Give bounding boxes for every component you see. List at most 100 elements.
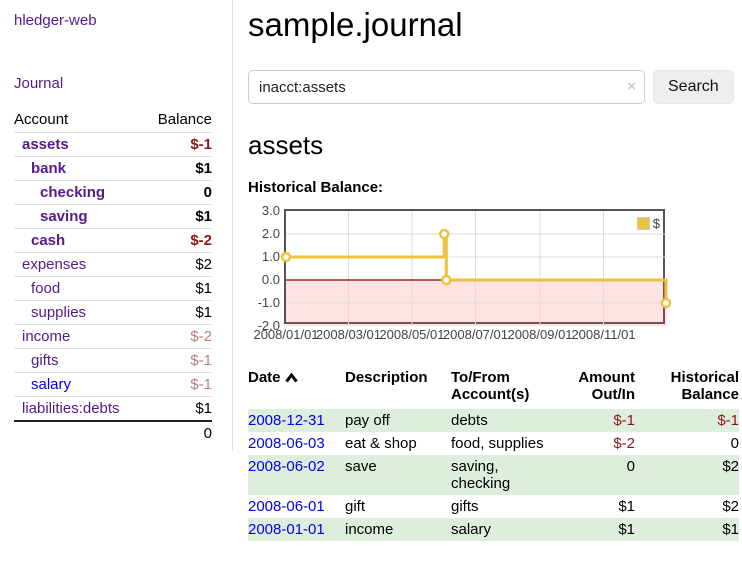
search-form: × Search ? — [248, 70, 742, 104]
account-balance: $1 — [144, 204, 212, 229]
account-link-food[interactable]: food — [31, 280, 61, 297]
y-axis-tick-label: 0.0 — [261, 272, 280, 287]
balance-chart: $ 3.0 2.0 1.0 0.0 -1.0 -2.0 2008/01/01 2008/03… — [253, 204, 742, 345]
register-cell-description: eat & shop — [345, 435, 417, 452]
chart-title: Historical Balance: — [248, 179, 384, 196]
register-cell-date: 2008-06-03 — [248, 432, 345, 455]
transaction-date-link[interactable]: 2008-01-01 — [248, 521, 325, 538]
x-axis-tick-label: 2008/09/01 — [507, 327, 573, 342]
register-cell-accounts: saving, checking — [451, 455, 551, 495]
account-balance: $2 — [144, 252, 212, 277]
account-row: food $1 — [14, 276, 212, 301]
chart-x-axis-labels: 2008/01/01 2008/03/01 2008/05/01 2008/07/01… — [253, 327, 742, 345]
account-row: liabilities:debts $1 — [14, 396, 212, 421]
account-row: checking 0 — [14, 180, 212, 205]
y-axis-tick-label: 2.0 — [261, 226, 280, 241]
account-link-gifts[interactable]: gifts — [31, 352, 59, 369]
register-header-accounts: To/From Account(s) — [451, 369, 530, 403]
account-link-liabilities-debts[interactable]: liabilities:debts — [22, 400, 120, 417]
register-row: 2008-12-31 pay off debts $-1 $-1 — [248, 409, 739, 432]
register-row: 2008-06-02 save saving, checking 0 $2 — [248, 455, 739, 495]
account-row: saving $1 — [14, 204, 212, 229]
account-link-income[interactable]: income — [22, 328, 71, 345]
register-cell-description: save — [345, 455, 451, 495]
register-header-description: Description — [345, 369, 428, 386]
chart-legend: $ — [634, 215, 662, 232]
app-title-link[interactable]: hledger-web — [14, 12, 97, 29]
x-axis-tick-label: 2008/01/01 — [253, 327, 319, 342]
page-title: sample.journal — [248, 6, 463, 43]
account-link-saving[interactable]: saving — [40, 208, 88, 225]
transaction-date-link[interactable]: 2008-12-31 — [248, 412, 325, 429]
account-link-salary[interactable]: salary — [31, 376, 72, 393]
account-balance: $-1 — [144, 348, 212, 373]
account-row: bank $1 — [14, 156, 212, 181]
account-link-assets[interactable]: assets — [22, 136, 69, 153]
register-row: 2008-01-01 income salary $1 $1 — [248, 518, 739, 541]
account-balance: $-1 — [144, 372, 212, 397]
account-link-supplies[interactable]: supplies — [31, 304, 87, 321]
register-header-balance: Historical Balance — [670, 369, 739, 403]
register-cell-amount: $-1 — [551, 409, 635, 432]
account-link-expenses[interactable]: expenses — [22, 256, 87, 273]
y-axis-tick-label: 3.0 — [261, 203, 280, 218]
register-cell-accounts: salary — [451, 518, 551, 541]
y-axis-tick-label: -2.0 — [257, 318, 280, 333]
register-header-date[interactable]: Date — [248, 367, 345, 409]
register-cell-balance: $-1 — [635, 409, 739, 432]
account-row: cash $-2 — [14, 228, 212, 253]
register-cell-accounts: debts — [451, 409, 551, 432]
chart-canvas — [280, 211, 672, 326]
account-link-cash[interactable]: cash — [31, 232, 66, 249]
register-table: Date Description To/From Account(s) Amou… — [248, 367, 739, 541]
transaction-date-link[interactable]: 2008-06-01 — [248, 498, 325, 515]
account-balance: $1 — [144, 396, 212, 421]
register-cell-balance: $2 — [722, 498, 739, 515]
y-axis-tick-label: -1.0 — [257, 295, 280, 310]
register-header-amount: Amount Out/In — [578, 369, 635, 403]
search-input[interactable] — [248, 70, 645, 104]
chart-plot-area: $ 3.0 2.0 1.0 0.0 -1.0 -2.0 — [258, 204, 672, 333]
sidebar-item-journal[interactable]: Journal — [14, 75, 64, 92]
register-cell-amount: 0 — [551, 455, 635, 495]
register-cell-date: 2008-06-02 — [248, 455, 345, 495]
register-cell-accounts: food, supplies — [451, 435, 544, 452]
x-axis-tick-label: 2008/11/01 — [571, 327, 636, 342]
accounts-total-row: 0 — [14, 420, 212, 445]
sort-ascending-icon — [284, 370, 298, 387]
register-cell-balance: 0 — [730, 435, 739, 452]
account-balance: 0 — [144, 180, 212, 205]
y-axis-tick-label: 1.0 — [261, 249, 280, 264]
x-axis-tick-label: 2008/05/01 — [379, 327, 445, 342]
account-balance: $-2 — [144, 228, 212, 253]
x-axis-tick-label: 2008/07/01 — [442, 327, 508, 342]
accounts-table: Account Balance assets $-1 bank $1 checking 0… — [14, 108, 212, 445]
clear-search-icon[interactable]: × — [627, 78, 636, 95]
account-row: gifts $-1 — [14, 348, 212, 373]
register-row: 2008-06-03 eat & shop food, supplies $-2 0 — [248, 432, 739, 455]
search-button[interactable]: Search — [653, 70, 734, 104]
register-cell-date: 2008-01-01 — [248, 518, 345, 541]
account-link-checking[interactable]: checking — [40, 184, 106, 201]
x-axis-tick-label: 2008/03/01 — [315, 327, 381, 342]
register-cell-date: 2008-12-31 — [248, 409, 345, 432]
sidebar-nav: Journal — [0, 75, 232, 92]
register-cell-balance: $2 — [635, 455, 739, 495]
account-row: assets $-1 — [14, 132, 212, 157]
register-cell-description: gift — [345, 498, 366, 515]
register-cell-description: pay off — [345, 409, 451, 432]
register-cell-accounts: gifts — [451, 498, 479, 515]
account-row: salary $-1 — [14, 372, 212, 397]
register-cell-amount: $-2 — [613, 435, 635, 452]
account-link-bank[interactable]: bank — [31, 160, 67, 177]
account-row: income $-2 — [14, 324, 212, 349]
legend-swatch-icon — [636, 217, 650, 230]
accounts-header-balance: Balance — [157, 111, 212, 128]
transaction-date-link[interactable]: 2008-06-02 — [248, 458, 325, 475]
register-cell-description: income — [345, 518, 451, 541]
account-balance: $1 — [144, 300, 212, 325]
register-cell-amount: $1 — [551, 518, 635, 541]
register-cell-balance: $1 — [635, 518, 739, 541]
transaction-date-link[interactable]: 2008-06-03 — [248, 435, 325, 452]
sidebar: hledger-web Journal Account Balance asse… — [0, 0, 233, 451]
